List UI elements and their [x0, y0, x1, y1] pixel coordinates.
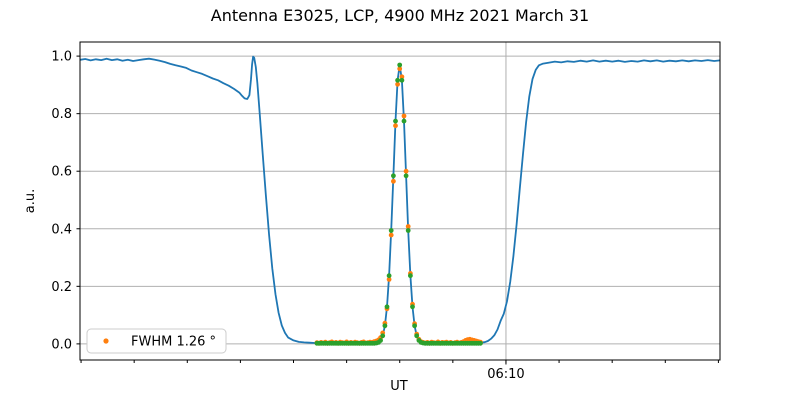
- data-point: [382, 323, 388, 329]
- data-point: [378, 338, 383, 343]
- x-tick-label: 06:10: [487, 367, 524, 382]
- legend-marker-dot: [103, 338, 109, 344]
- data-point: [478, 340, 483, 346]
- data-point: [401, 118, 407, 124]
- chart-title: Antenna E3025, LCP, 4900 MHz 2021 March …: [211, 6, 589, 25]
- data-point: [403, 168, 409, 174]
- y-tick-label: 0.0: [51, 337, 72, 352]
- data-point: [399, 74, 405, 80]
- data-point: [395, 77, 400, 83]
- data-point: [401, 113, 407, 119]
- y-tick-label: 0.2: [51, 280, 72, 295]
- data-point: [410, 304, 415, 310]
- x-axis-label: UT: [390, 379, 408, 394]
- data-point: [408, 273, 413, 279]
- y-tick-label: 1.0: [51, 50, 72, 65]
- plot-border: [79, 41, 721, 361]
- signal-line-path: [80, 55, 720, 345]
- data-point: [391, 178, 396, 184]
- gaussian-fit-points: [314, 62, 483, 346]
- data-point: [388, 232, 394, 238]
- data-point: [397, 62, 403, 68]
- legend-box: [86, 328, 227, 354]
- data-point: [393, 118, 398, 124]
- data-point: [412, 323, 417, 329]
- y-axis-label: a.u.: [23, 189, 38, 213]
- data-point: [380, 333, 386, 339]
- data-point: [388, 228, 394, 233]
- series-layer: [80, 55, 720, 346]
- data-point: [397, 66, 403, 72]
- data-point: [395, 81, 400, 87]
- data-point: [405, 224, 411, 229]
- data-point: [384, 304, 390, 310]
- data-point: [399, 77, 405, 83]
- data-point: [405, 228, 411, 233]
- data-point: [386, 273, 392, 279]
- legend-label: FWHM 1.26 °: [131, 335, 216, 350]
- data-point: [403, 173, 409, 179]
- grid-layer: [80, 42, 720, 360]
- y-tick-label: 0.4: [51, 222, 72, 237]
- data-point: [391, 173, 396, 179]
- legend: FWHM 1.26 °: [86, 328, 227, 354]
- measured-points: [314, 66, 483, 346]
- data-point: [414, 333, 420, 339]
- y-tick-label: 0.8: [51, 107, 72, 122]
- y-tick-label: 0.6: [51, 165, 72, 180]
- data-point: [386, 277, 392, 282]
- signal-line: [80, 55, 720, 345]
- data-point: [393, 123, 398, 129]
